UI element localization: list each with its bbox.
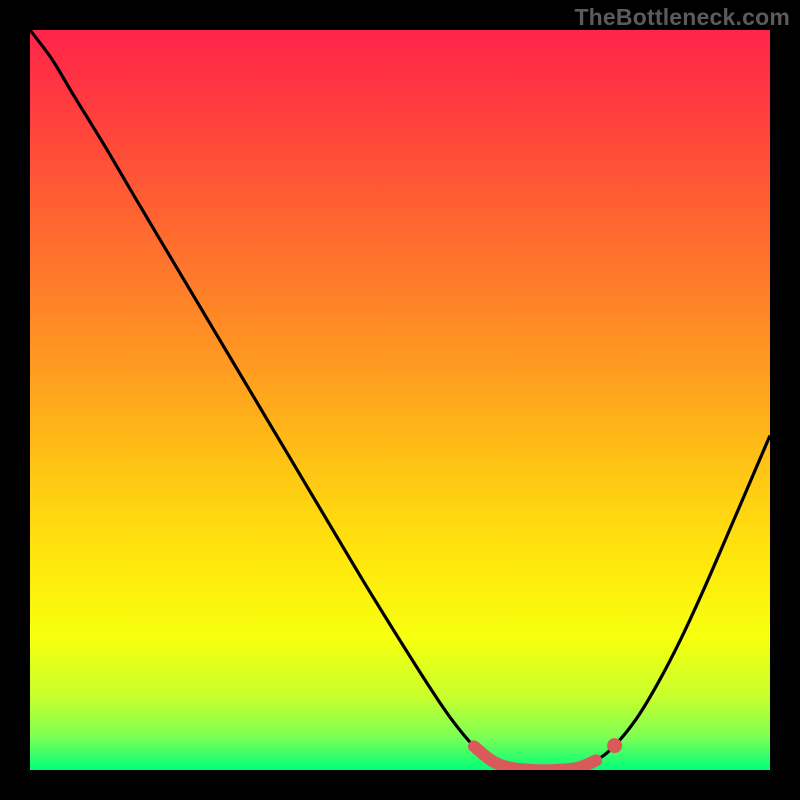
chart-frame: TheBottleneck.com bbox=[0, 0, 800, 800]
range-end-marker bbox=[607, 738, 622, 753]
bottleneck-curve-chart bbox=[30, 30, 770, 770]
watermark-text: TheBottleneck.com bbox=[574, 4, 790, 31]
gradient-background bbox=[30, 30, 770, 770]
